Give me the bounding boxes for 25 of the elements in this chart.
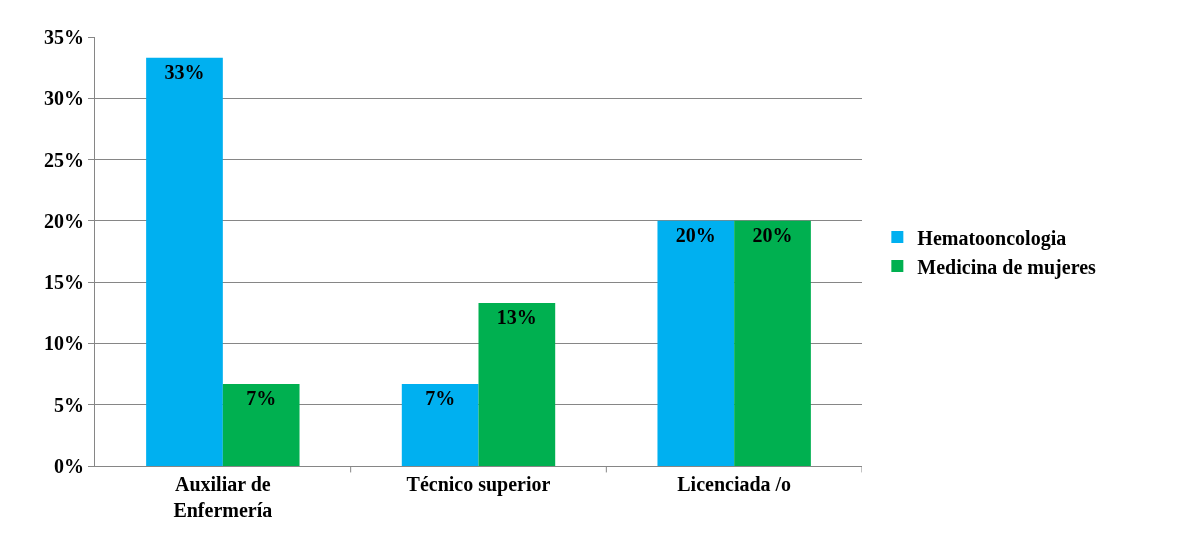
y-tick-label: 25% [44, 148, 84, 171]
bar [657, 220, 735, 466]
data-label: 20% [675, 223, 716, 246]
y-tick-label: 0% [54, 455, 84, 477]
y-tick-label: 10% [44, 332, 84, 355]
y-tick-label: 20% [44, 209, 84, 232]
bar [734, 220, 811, 466]
data-label: 20% [752, 223, 793, 246]
bar [478, 302, 556, 466]
data-label: 7% [425, 386, 456, 409]
data-label: 33% [164, 60, 205, 83]
data-label: 13% [496, 305, 537, 328]
x-tick-label: Técnico superior [406, 473, 551, 496]
bar [146, 57, 223, 466]
x-tick-label: Auxiliar de Enfermería [173, 473, 273, 521]
y-tick-label: 15% [44, 271, 84, 294]
x-tick-label: Licenciada /o [677, 473, 792, 495]
bar [222, 383, 300, 466]
y-tick-label: 5% [54, 393, 84, 416]
legend-label: Medicina de mujeres [917, 255, 1097, 279]
y-tick-label: 30% [44, 87, 84, 110]
bar [401, 383, 479, 466]
legend-label: Hematooncologia [917, 226, 1067, 250]
data-label: 7% [246, 386, 277, 409]
y-tick-label: 35% [44, 26, 84, 48]
